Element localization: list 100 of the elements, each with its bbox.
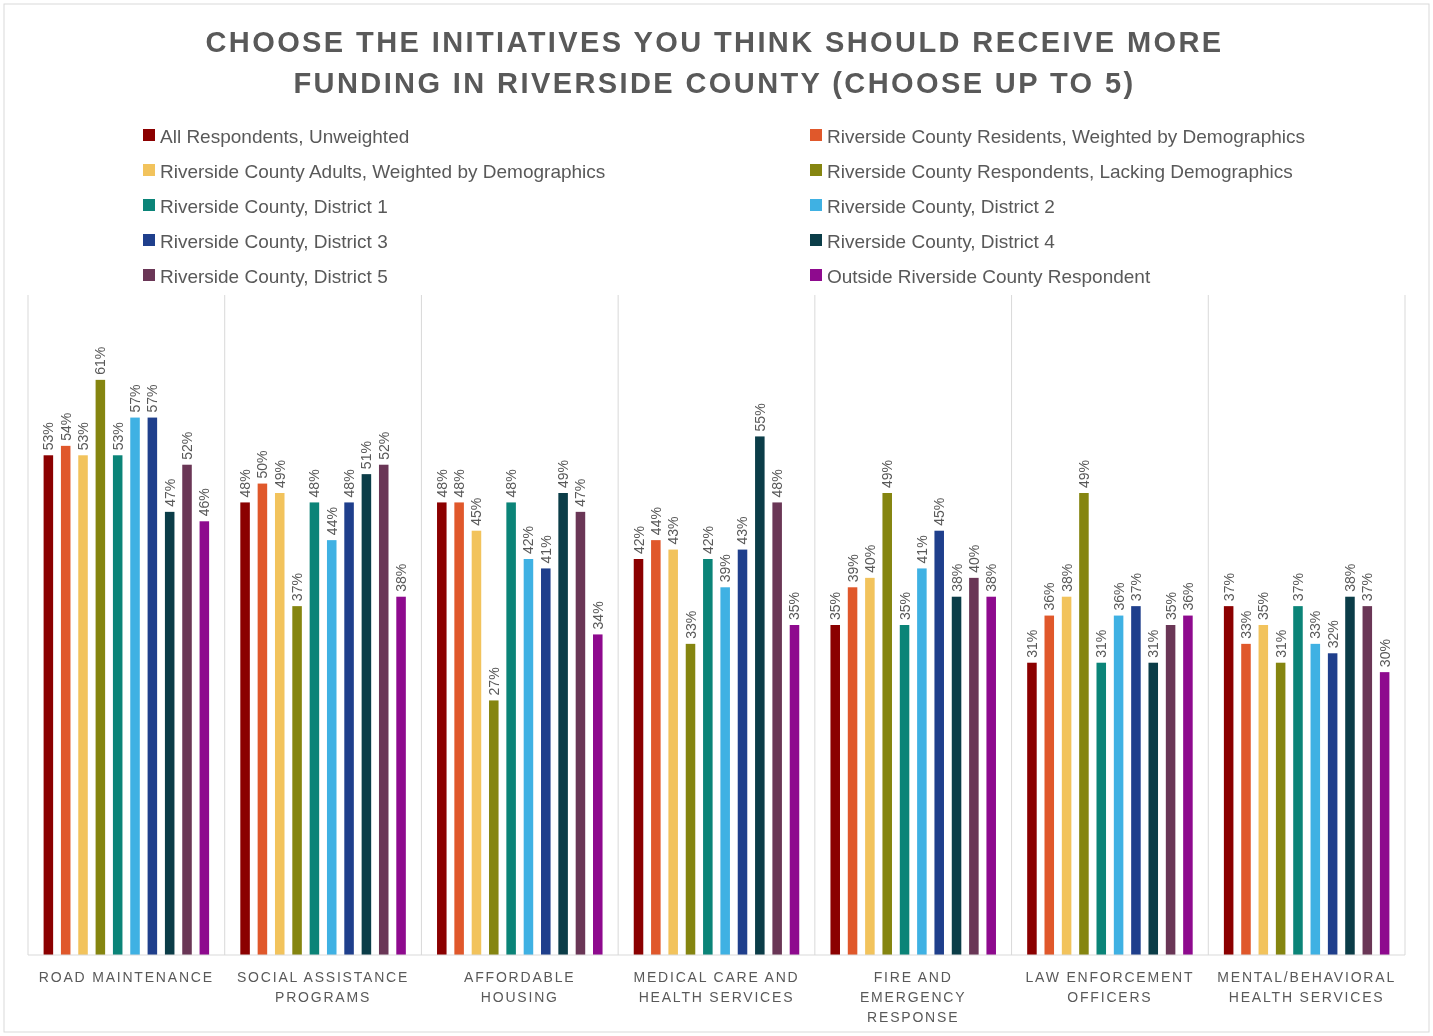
legend-label: Riverside County, District 3 bbox=[160, 230, 388, 252]
bar bbox=[541, 568, 551, 955]
legend-label: Riverside County Respondents, Lacking Demographics bbox=[827, 160, 1293, 182]
legend-label: Riverside County Adults, Weighted by Demographics bbox=[160, 160, 606, 182]
data-label: 39% bbox=[717, 554, 734, 583]
bar bbox=[1148, 662, 1159, 955]
data-label: 38% bbox=[1341, 563, 1358, 592]
bar bbox=[147, 417, 158, 955]
bar bbox=[1223, 606, 1234, 955]
data-label: 41% bbox=[913, 535, 930, 564]
bar bbox=[668, 549, 678, 955]
bar bbox=[720, 587, 730, 955]
bar bbox=[43, 455, 54, 955]
data-label: 48% bbox=[503, 469, 520, 498]
legend-label: Riverside County, District 2 bbox=[827, 195, 1055, 217]
bar bbox=[78, 455, 88, 955]
data-label: 53% bbox=[75, 422, 92, 451]
data-label: 48% bbox=[306, 469, 323, 498]
data-label: 45% bbox=[468, 497, 485, 526]
bar bbox=[523, 559, 534, 955]
x-tick-label: MEDICAL CARE AND HEALTH SERVICES bbox=[633, 969, 800, 1005]
bar bbox=[60, 445, 71, 955]
bar bbox=[164, 511, 175, 955]
bar bbox=[240, 502, 250, 955]
data-label: 50% bbox=[254, 450, 271, 479]
data-label: 47% bbox=[161, 478, 178, 507]
data-label: 43% bbox=[734, 516, 751, 545]
data-label: 41% bbox=[537, 535, 554, 564]
data-label: 52% bbox=[375, 431, 392, 460]
data-label: 48% bbox=[451, 469, 468, 498]
bar bbox=[1310, 643, 1321, 955]
data-label: 37% bbox=[1127, 573, 1144, 602]
legend-label: Riverside County, District 5 bbox=[160, 265, 388, 287]
bar bbox=[847, 587, 858, 955]
bar bbox=[558, 493, 568, 955]
bar bbox=[789, 625, 800, 955]
data-label: 47% bbox=[572, 478, 589, 507]
data-label: 32% bbox=[1324, 620, 1341, 649]
data-label: 52% bbox=[179, 431, 196, 460]
bar bbox=[1345, 596, 1355, 955]
bar bbox=[651, 540, 661, 955]
x-tick-label: MENTAL/BEHAVIORAL HEALTH SERVICES bbox=[1217, 969, 1396, 1005]
data-label: 46% bbox=[196, 488, 213, 517]
x-tick-label: LAW ENFORCEMENT OFFICERS bbox=[1025, 969, 1195, 1005]
bar bbox=[1275, 662, 1286, 955]
bar bbox=[471, 530, 482, 955]
data-label: 35% bbox=[896, 591, 913, 620]
bar bbox=[1131, 606, 1141, 955]
legend-label: Outside Riverside County Respondent bbox=[827, 265, 1151, 287]
bar bbox=[772, 502, 782, 955]
data-label: 35% bbox=[786, 591, 803, 620]
data-label: 34% bbox=[589, 601, 606, 630]
data-label: 39% bbox=[844, 554, 861, 583]
data-label: 36% bbox=[1110, 582, 1127, 611]
data-label: 35% bbox=[1255, 591, 1272, 620]
bar bbox=[326, 540, 337, 955]
data-label: 44% bbox=[323, 507, 340, 536]
data-label: 31% bbox=[1272, 629, 1289, 658]
bar bbox=[95, 379, 106, 955]
data-label: 49% bbox=[1075, 459, 1092, 488]
data-label: 48% bbox=[237, 469, 254, 498]
bar bbox=[865, 577, 875, 955]
data-label: 35% bbox=[1162, 591, 1179, 620]
x-tick-label: ROAD MAINTENANCE bbox=[38, 969, 214, 985]
data-label: 40% bbox=[965, 544, 982, 573]
bar bbox=[1113, 615, 1124, 955]
bar bbox=[969, 577, 979, 955]
bar bbox=[1079, 493, 1089, 955]
data-label: 37% bbox=[1220, 573, 1237, 602]
bar bbox=[112, 455, 123, 955]
bar bbox=[506, 502, 516, 955]
bar bbox=[1165, 625, 1176, 955]
data-label: 33% bbox=[1237, 610, 1254, 639]
bar bbox=[951, 596, 962, 955]
data-label: 54% bbox=[57, 412, 74, 441]
bar bbox=[1044, 615, 1055, 955]
data-label: 57% bbox=[127, 384, 144, 413]
data-label: 45% bbox=[931, 497, 948, 526]
bar bbox=[830, 625, 840, 955]
data-label: 31% bbox=[1145, 629, 1162, 658]
data-label: 49% bbox=[271, 459, 288, 488]
data-label: 57% bbox=[144, 384, 161, 413]
data-label: 35% bbox=[827, 591, 844, 620]
bar bbox=[1327, 653, 1338, 955]
bar bbox=[274, 493, 285, 955]
data-label: 49% bbox=[555, 459, 572, 488]
bar bbox=[1258, 625, 1269, 955]
bar bbox=[199, 521, 210, 955]
data-label: 38% bbox=[393, 563, 410, 592]
legend-label: All Respondents, Unweighted bbox=[160, 125, 410, 147]
bar bbox=[986, 596, 996, 955]
bar bbox=[437, 502, 447, 955]
bar bbox=[378, 464, 389, 955]
bar bbox=[737, 549, 748, 955]
bar bbox=[593, 634, 603, 955]
bar bbox=[130, 417, 140, 955]
bar bbox=[489, 700, 499, 955]
data-label: 42% bbox=[699, 525, 716, 554]
bar bbox=[1241, 643, 1251, 955]
data-label: 48% bbox=[769, 469, 786, 498]
